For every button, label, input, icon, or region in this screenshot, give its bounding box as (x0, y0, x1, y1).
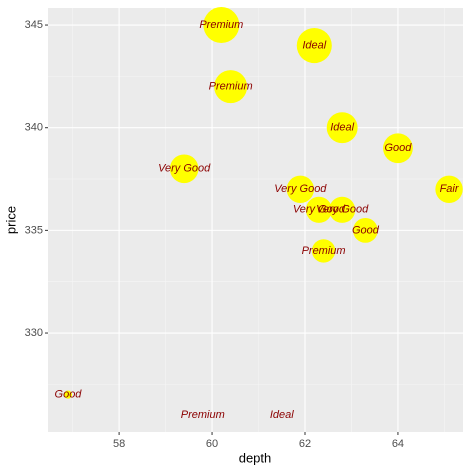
x-tick-label: 60 (206, 438, 218, 450)
point-label: Very Good (158, 163, 211, 175)
point-label: Very Good (293, 204, 346, 216)
point-label: Premium (181, 409, 225, 421)
point-label: Ideal (270, 409, 294, 421)
y-tick-label: 345 (25, 19, 43, 31)
y-axis-title: price (3, 206, 18, 234)
point-label: Very Good (274, 183, 327, 195)
point-label: Good (55, 389, 83, 401)
bubble (435, 175, 463, 203)
y-tick-label: 330 (25, 327, 43, 339)
bubble (326, 112, 358, 144)
point-label: Good (384, 142, 412, 154)
point-label: Good (352, 224, 380, 236)
x-tick-label: 58 (113, 438, 125, 450)
point-label: Very Good (316, 204, 369, 216)
y-tick-label: 335 (25, 224, 43, 236)
plot-background (48, 8, 463, 432)
x-tick-label: 64 (392, 438, 404, 450)
bubble (305, 196, 332, 223)
bubble (214, 70, 248, 104)
bubble (296, 28, 332, 64)
y-tick-label: 340 (25, 122, 43, 134)
bubble (329, 196, 356, 223)
x-tick-label: 62 (299, 438, 311, 450)
bubble (286, 175, 315, 203)
bubble (203, 7, 240, 44)
point-label: Premium (302, 245, 346, 257)
point-label: Premium (199, 19, 243, 31)
bubble (63, 390, 73, 399)
bubble (311, 239, 336, 263)
point-label: Ideal (302, 39, 326, 51)
point-label: Ideal (330, 122, 354, 134)
point-label: Premium (209, 81, 253, 93)
point-label: Fair (440, 183, 460, 195)
bubble (353, 217, 378, 243)
bubble (169, 154, 199, 184)
bubble (383, 133, 413, 164)
x-axis-title: depth (239, 450, 272, 465)
